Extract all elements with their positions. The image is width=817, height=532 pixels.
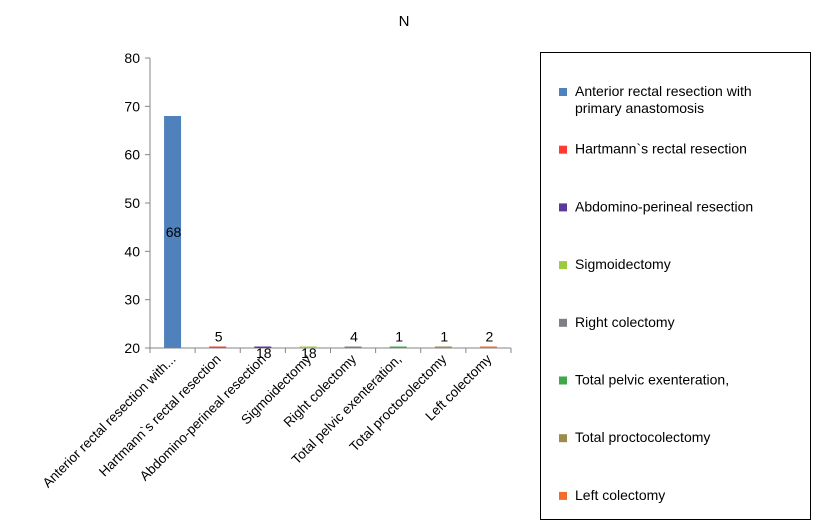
y-tick-label: 80 <box>124 50 140 66</box>
legend-swatch <box>559 318 567 327</box>
legend-label: Sigmoidectomy <box>575 256 671 272</box>
y-tick-label: 20 <box>124 340 140 356</box>
y-tick-label: 30 <box>124 292 140 308</box>
legend-swatch <box>559 434 567 443</box>
legend-swatch <box>559 203 567 212</box>
bar <box>254 346 272 348</box>
legend-swatch <box>559 376 567 385</box>
bar <box>209 346 227 348</box>
data-label: 68 <box>166 224 182 240</box>
bar <box>299 346 317 348</box>
legend-swatch <box>559 261 567 270</box>
bar <box>434 346 452 348</box>
legend-label: Hartmann`s rectal resection <box>575 141 747 157</box>
legend-label: Right colectomy <box>575 314 675 330</box>
legend-label: Abdomino-perineal resection <box>575 198 753 214</box>
legend-box <box>540 52 811 520</box>
data-label: 2 <box>486 329 494 345</box>
legend-swatch <box>559 491 567 500</box>
y-tick-label: 70 <box>124 98 140 114</box>
y-tick-label: 50 <box>124 195 140 211</box>
legend-swatch <box>559 145 567 154</box>
legend-label: Total proctocolectomy <box>575 429 710 445</box>
data-label: 18 <box>301 345 317 361</box>
bar <box>389 346 407 348</box>
bar <box>344 346 362 348</box>
bar <box>164 116 182 348</box>
bar <box>479 346 497 348</box>
data-label: 18 <box>256 345 272 361</box>
data-label: 1 <box>395 329 403 345</box>
legend-swatch <box>559 88 567 96</box>
legend-label: Anterior rectal resection with <box>575 83 752 99</box>
chart-title: N <box>399 13 410 30</box>
legend-label: primary anastomosis <box>575 100 704 116</box>
data-label: 1 <box>440 329 448 345</box>
y-tick-label: 60 <box>124 147 140 163</box>
legend-label: Left colectomy <box>575 487 665 503</box>
legend-label: Total pelvic exenteration, <box>575 372 729 388</box>
data-label: 5 <box>215 329 223 345</box>
y-tick-label: 40 <box>124 243 140 259</box>
data-label: 4 <box>350 329 358 345</box>
